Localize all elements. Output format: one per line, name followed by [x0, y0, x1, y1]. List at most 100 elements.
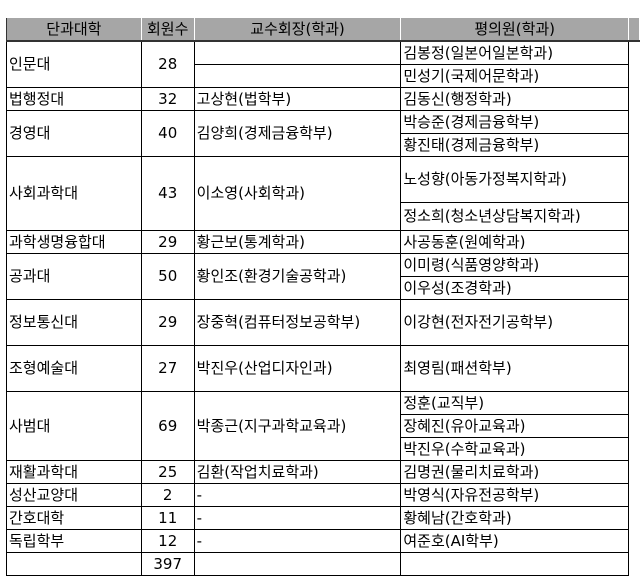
member-count: 12	[140, 528, 195, 553]
representative-cell: 정훈(교직부)	[400, 390, 630, 415]
member-count: 69	[140, 390, 195, 461]
president-cell: -	[193, 482, 402, 507]
extra-cell	[628, 299, 640, 345]
college-name: 성산교양대	[6, 482, 142, 507]
member-count: 28	[140, 40, 195, 88]
header-representatives: 평의원(학과)	[400, 17, 630, 42]
representative-cell: 민성기(국제어문학과)	[400, 63, 630, 88]
representative-cell: 김봉정(일본어일본학과)	[400, 40, 630, 65]
president-cell: 황인조(환경기술공학과)	[193, 252, 402, 300]
representative-cell: 여준호(AI학부)	[400, 528, 630, 553]
header-extra	[628, 17, 640, 42]
representative-cell: 이우성(조경학과)	[400, 275, 630, 300]
extra-cell	[628, 41, 640, 87]
member-count: 32	[140, 86, 195, 111]
table-row: 정보통신대 29 장중혁(컴퓨터정보공학부) 이강현(전자전기공학부)	[6, 298, 640, 346]
college-name: 정보통신대	[6, 298, 142, 346]
president-cell: 고상현(법학부)	[193, 86, 402, 111]
president-cell: 김양희(경제금융학부)	[193, 109, 402, 157]
president-cell: -	[193, 505, 402, 530]
table-row: 장혜진(유아교육과)	[7, 413, 640, 438]
college-name: 인문대	[6, 40, 142, 88]
representative-cell: 박승준(경제금융학부)	[400, 109, 630, 134]
president-cell: 장중혁(컴퓨터정보공학부)	[193, 298, 402, 346]
college-name: 경영대	[6, 109, 142, 157]
header-president: 교수회장(학과)	[193, 17, 402, 42]
president-cell: 황근보(통계학과)	[193, 229, 402, 254]
college-name: 과학생명융합대	[6, 229, 142, 254]
table-row: 조형예술대 27 박진우(산업디자인과) 최영림(패션학부)	[6, 344, 640, 392]
member-count: 27	[140, 344, 195, 392]
member-count: 40	[140, 109, 195, 157]
representative-cell: 황진태(경제금융학부)	[400, 132, 630, 157]
total-row: 397	[6, 551, 640, 576]
extra-cell	[628, 87, 640, 110]
table-row: 사회과학대 43 이소영(사회학과) 노성향(아동가정복지학과)	[6, 155, 640, 231]
president-cell: 이소영(사회학과)	[193, 155, 402, 231]
representative-cell: 이강현(전자전기공학부)	[400, 298, 630, 346]
representative-cell: 황혜남(간호학과)	[400, 505, 630, 530]
table-row: 정소희(청소년상담복지학과)	[7, 201, 640, 231]
member-count: 43	[140, 155, 195, 231]
table-row: 간호대학 11- 황혜남(간호학과)	[6, 505, 640, 530]
college-name: 사범대	[6, 390, 142, 461]
extra-cell	[628, 552, 640, 575]
representative-cell: 박진우(수학교육과)	[400, 436, 630, 461]
member-count: 29	[140, 229, 195, 254]
table-row: 독립학부 12- 여준호(AI학부)	[6, 528, 640, 553]
extra-cell	[628, 156, 640, 230]
college-name: 조형예술대	[6, 344, 142, 392]
college-name: 법행정대	[6, 86, 142, 111]
college-name: 재활과학대	[6, 459, 142, 484]
member-count: 50	[140, 252, 195, 300]
college-name: 독립학부	[6, 528, 142, 553]
college-name: 공과대	[6, 252, 142, 300]
representative-cell: 정소희(청소년상담복지학과)	[400, 201, 630, 231]
total-members: 397	[140, 551, 195, 576]
extra-cell	[628, 110, 640, 156]
table-row: 박진우(수학교육과)	[7, 436, 640, 461]
member-count: 25	[140, 459, 195, 484]
table-row: 과학생명융합대 29 황근보(통계학과) 사공동훈(원예학과)	[6, 229, 640, 254]
president-cell: 박종근(지구과학교육과)	[193, 390, 402, 461]
table-row: 인문대 28 김봉정(일본어일본학과)	[6, 40, 640, 88]
table-row: 법행정대 32 고상현(법학부) 김동신(행정학과)	[6, 86, 640, 111]
president-cell: -	[193, 528, 402, 553]
extra-cell	[628, 460, 640, 483]
table-row: 공과대 50 황인조(환경기술공학과) 이미령(식품영양학과)	[6, 252, 640, 300]
representative-cell: 김동신(행정학과)	[400, 86, 630, 111]
representative-cell: 최영림(패션학부)	[400, 344, 630, 392]
college-name: 간호대학	[6, 505, 142, 530]
extra-cell	[628, 391, 640, 460]
table-row: 사범대 69 박종근(지구과학교육과) 정훈(교직부)	[6, 390, 640, 461]
representative-cell: 사공동훈(원예학과)	[400, 229, 630, 254]
table-row: 성산교양대 2- 박영식(자유전공학부)	[6, 482, 640, 507]
header-college: 단과대학	[6, 17, 142, 42]
table-row: 재활과학대 25 김환(작업치료학과) 김명권(물리치료학과)	[6, 459, 640, 484]
representative-cell: 김명권(물리치료학과)	[400, 459, 630, 484]
president-cell	[193, 40, 402, 65]
extra-cell	[628, 529, 640, 552]
extra-cell	[628, 230, 640, 253]
representative-cell: 노성향(아동가정복지학과)	[400, 155, 630, 203]
council-table: 단과대학 회원수 교수회장(학과) 평의원(학과) 인문대 28 김봉정(일본어일본…	[6, 17, 640, 576]
total-president	[193, 551, 402, 576]
member-count: 11	[140, 505, 195, 530]
total-representatives	[400, 551, 630, 576]
header-row: 단과대학 회원수 교수회장(학과) 평의원(학과)	[6, 17, 640, 42]
extra-cell	[628, 506, 640, 529]
extra-cell	[628, 345, 640, 391]
table-row: 경영대 40 김양희(경제금융학부) 박승준(경제금융학부)	[6, 109, 640, 157]
representative-cell: 장혜진(유아교육과)	[400, 413, 630, 438]
extra-cell	[628, 483, 640, 506]
member-count: 2	[140, 482, 195, 507]
president-cell: 김환(작업치료학과)	[193, 459, 402, 484]
college-name: 사회과학대	[6, 155, 142, 231]
president-cell	[193, 63, 402, 88]
extra-cell	[628, 253, 640, 299]
header-members: 회원수	[140, 17, 195, 42]
member-count: 29	[140, 298, 195, 346]
representative-cell: 박영식(자유전공학부)	[400, 482, 630, 507]
total-label	[6, 551, 142, 576]
representative-cell: 이미령(식품영양학과)	[400, 252, 630, 277]
